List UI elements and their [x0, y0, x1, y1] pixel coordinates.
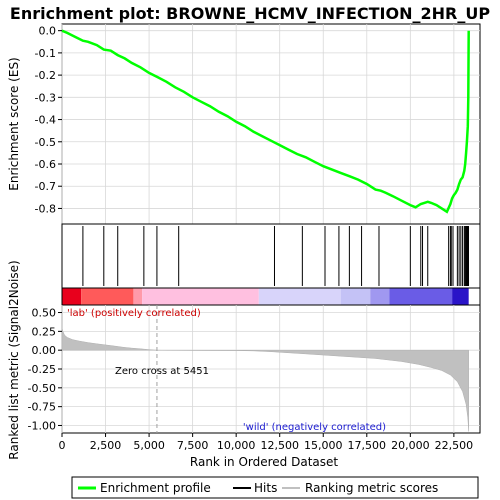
metric-y-tick-label: 0.50 [32, 307, 57, 320]
x-tick-label: 2,500 [90, 439, 122, 452]
hits-panel [62, 224, 480, 288]
es-y-axis: 0.0 -0.1 -0.2 -0.3 -0.4 -0.5 -0.6 -0.7 -0.8 [35, 25, 62, 216]
x-tick-label: 17,500 [348, 439, 387, 452]
rank-bar-segment [389, 288, 452, 305]
es-y-tick-label: -0.3 [35, 91, 56, 104]
metric-y-tick-label: -0.50 [28, 382, 56, 395]
rank-color-bar [62, 288, 469, 305]
es-y-tick-label: -0.7 [35, 180, 56, 193]
rank-bar-segment [370, 288, 389, 305]
x-axis-label: Rank in Ordered Dataset [190, 455, 338, 469]
metric-y-tick-label: -0.75 [28, 401, 56, 414]
x-tick-label: 20,000 [391, 439, 430, 452]
metric-y-tick-label: -1.00 [28, 419, 56, 432]
x-tick-label: 15,000 [304, 439, 343, 452]
es-y-tick-label: -0.8 [35, 202, 56, 215]
x-tick-label: 22,500 [435, 439, 474, 452]
rank-bar-segment [133, 288, 142, 305]
x-tick-label: 12,500 [260, 439, 299, 452]
es-y-tick-label: -0.5 [35, 136, 56, 149]
legend: Enrichment profile Hits Ranking metric s… [72, 477, 478, 498]
x-tick-label: 0 [59, 439, 66, 452]
legend-label-enrichment: Enrichment profile [100, 481, 211, 495]
es-y-tick-label: -0.4 [35, 114, 56, 127]
chart-title: Enrichment plot: BROWNE_HCMV_INFECTION_2… [10, 4, 490, 23]
rank-bar-segment [341, 288, 371, 305]
rank-bar-segment [142, 288, 259, 305]
legend-label-metric: Ranking metric scores [305, 481, 438, 495]
x-tick-label: 7,500 [177, 439, 209, 452]
metric-y-tick-label: 0.25 [32, 325, 57, 338]
es-y-tick-label: -0.6 [35, 158, 56, 171]
x-tick-label: 10,000 [217, 439, 256, 452]
rank-bar-segment [452, 288, 469, 305]
es-y-axis-label: Enrichment score (ES) [7, 57, 21, 190]
zero-cross-label: Zero cross at 5451 [115, 366, 209, 377]
x-axis: 0 2,500 5,000 7,500 10,000 12,500 15,000 17,500… [59, 433, 474, 452]
es-y-tick-label: 0.0 [39, 25, 57, 38]
legend-label-hits: Hits [254, 481, 277, 495]
es-y-tick-label: -0.1 [35, 47, 56, 60]
rank-bar-segment [259, 288, 341, 305]
rank-bar-segment [81, 288, 133, 305]
metric-y-tick-label: -0.25 [28, 363, 56, 376]
negative-label: 'wild' (negatively correlated) [243, 422, 386, 433]
es-panel [62, 24, 480, 224]
positive-label: 'lab' (positively correlated) [67, 308, 201, 319]
metric-y-axis-label: Ranked list metric (Signal2Noise) [7, 260, 21, 459]
metric-y-axis: 0.50 0.25 0.00 -0.25 -0.50 -0.75 -1.00 [28, 307, 62, 433]
rank-bar-segment [62, 288, 81, 305]
x-tick-label: 5,000 [133, 439, 165, 452]
metric-y-tick-label: 0.00 [32, 344, 57, 357]
es-y-tick-label: -0.2 [35, 69, 56, 82]
